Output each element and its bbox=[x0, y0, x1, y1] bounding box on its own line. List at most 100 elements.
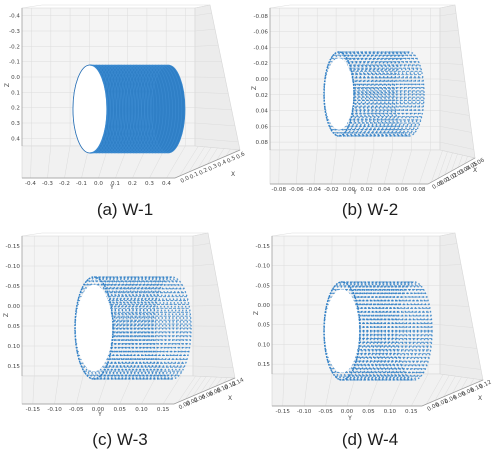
z-tick-label: -0.05 bbox=[256, 283, 271, 289]
z-gridline-side bbox=[439, 264, 462, 266]
x-tick-label: 0.10 bbox=[470, 383, 484, 394]
x-gridline-floor bbox=[464, 156, 468, 164]
z-gridline-side bbox=[439, 110, 470, 116]
z-tick-label: -0.05 bbox=[6, 284, 21, 290]
caption-b: (b) W-2 bbox=[341, 200, 399, 219]
z-tick-label: 0.02 bbox=[256, 93, 268, 99]
y-tick-label: 0.4 bbox=[162, 181, 171, 187]
z-tick-label: -0.4 bbox=[9, 14, 20, 20]
z-gridline-side bbox=[439, 30, 459, 32]
z-tick-label: 0.06 bbox=[256, 124, 269, 130]
y-axis-label: Y bbox=[97, 411, 102, 418]
z-tick-label: -0.15 bbox=[6, 244, 21, 250]
y-gridline-floor bbox=[296, 149, 299, 185]
z-gridline-side bbox=[194, 107, 232, 110]
y-gridline-floor bbox=[97, 375, 108, 405]
z-tick-label: -0.1 bbox=[9, 60, 20, 66]
z-gridline-side bbox=[439, 363, 482, 370]
x-tick-label: 0.08 bbox=[208, 387, 222, 398]
axis-line bbox=[22, 149, 241, 179]
x-axis-label: X bbox=[228, 395, 232, 402]
y-gridline-floor bbox=[366, 149, 375, 185]
z-tick-label: 0.10 bbox=[258, 342, 271, 348]
z-gridline-side bbox=[194, 138, 239, 143]
top-edge bbox=[21, 4, 211, 9]
z-axis-label: Z bbox=[253, 311, 260, 315]
x-tick-label: 0.3 bbox=[208, 163, 219, 173]
x-gridline-floor bbox=[426, 374, 444, 405]
x-gridline-floor bbox=[185, 376, 202, 400]
y-gridline-floor bbox=[119, 375, 133, 405]
z-gridline-side bbox=[439, 344, 478, 349]
ring bbox=[148, 276, 189, 380]
x-gridline-floor bbox=[452, 376, 462, 394]
y-gridline-floor bbox=[278, 149, 280, 185]
y-gridline-floor bbox=[348, 149, 356, 185]
z-gridline-side bbox=[439, 304, 470, 307]
x-tick-label: 0.0 bbox=[180, 175, 191, 185]
z-gridline-side bbox=[192, 365, 234, 368]
x-gridline-floor bbox=[444, 152, 453, 175]
x-tick-label: 0.02 bbox=[435, 398, 449, 409]
z-gridline-side bbox=[439, 141, 474, 150]
x-gridline-floor bbox=[188, 146, 205, 173]
subplot-d: -0.15 -0.10 -0.05 0.00 0.05 0.10 0.15 -0.15 -0.1… bbox=[250, 228, 499, 424]
y-axis-label: Y bbox=[347, 415, 352, 422]
ring bbox=[331, 51, 363, 137]
z-gridline-side bbox=[439, 94, 468, 99]
cylinder-opening bbox=[324, 289, 360, 373]
y-tick-label: 0.0 bbox=[94, 181, 103, 187]
ring bbox=[123, 276, 164, 380]
z-gridline-side bbox=[194, 45, 219, 47]
side-wall bbox=[439, 232, 484, 381]
x-tick-label: 0.02 bbox=[186, 397, 200, 408]
z-gridline-side bbox=[194, 122, 236, 127]
cylinder-opening bbox=[75, 284, 113, 372]
y-tick-label: 0.15 bbox=[405, 409, 418, 415]
point-cloud bbox=[72, 64, 186, 154]
x-tick-label: 0.06 bbox=[472, 157, 486, 168]
y-axis-label: Y bbox=[109, 184, 114, 191]
x-gridline-floor bbox=[179, 146, 199, 177]
y-gridline-floor bbox=[141, 375, 157, 405]
z-tick-label: -0.04 bbox=[254, 45, 269, 51]
x-tick-label: 0.5 bbox=[226, 155, 237, 165]
caption-c: (c) W-3 bbox=[92, 430, 148, 449]
y-gridline-floor bbox=[411, 373, 429, 407]
x-tick-label: 0.1 bbox=[189, 171, 200, 181]
y-tick-label: 0.06 bbox=[395, 187, 408, 193]
z-gridline-side bbox=[439, 13, 457, 17]
x-gridline-floor bbox=[437, 151, 448, 179]
z-tick-label: -0.06 bbox=[254, 30, 269, 36]
y-tick-label: 0.08 bbox=[413, 187, 426, 193]
axis-line bbox=[272, 379, 484, 407]
y-gridline-floor bbox=[54, 375, 59, 405]
axis-line bbox=[270, 157, 476, 185]
z-gridline-side bbox=[194, 76, 226, 78]
y-tick-label: 0.1 bbox=[111, 181, 120, 187]
x-gridline-floor bbox=[223, 377, 228, 384]
z-gridline-side bbox=[192, 243, 210, 247]
x-axis-label: X bbox=[231, 171, 235, 178]
z-gridline-side bbox=[194, 92, 229, 94]
y-gridline-floor bbox=[331, 149, 337, 185]
y-tick-label: -0.1 bbox=[76, 181, 87, 187]
x-gridline-floor bbox=[208, 376, 217, 390]
y-gridline-floor bbox=[30, 145, 32, 179]
z-tick-label: 0.4 bbox=[11, 136, 20, 142]
z-gridline-side bbox=[194, 12, 212, 16]
z-axis-label: Z bbox=[251, 86, 258, 90]
x-gridline-floor bbox=[225, 149, 231, 157]
y-gridline-floor bbox=[162, 375, 181, 405]
y-tick-label: 0.2 bbox=[128, 181, 137, 187]
z-tick-label: -0.10 bbox=[256, 264, 271, 270]
x-tick-label: 0.4 bbox=[217, 159, 228, 169]
y-gridline-floor bbox=[47, 145, 52, 179]
y-gridline-floor bbox=[303, 373, 309, 407]
x-axis-label: X bbox=[478, 395, 482, 402]
z-tick-label: 0.05 bbox=[8, 324, 21, 330]
ring bbox=[385, 51, 417, 137]
x-gridline-floor bbox=[200, 376, 212, 393]
x-gridline-floor bbox=[215, 377, 223, 387]
y-tick-label: 0.05 bbox=[362, 409, 375, 415]
